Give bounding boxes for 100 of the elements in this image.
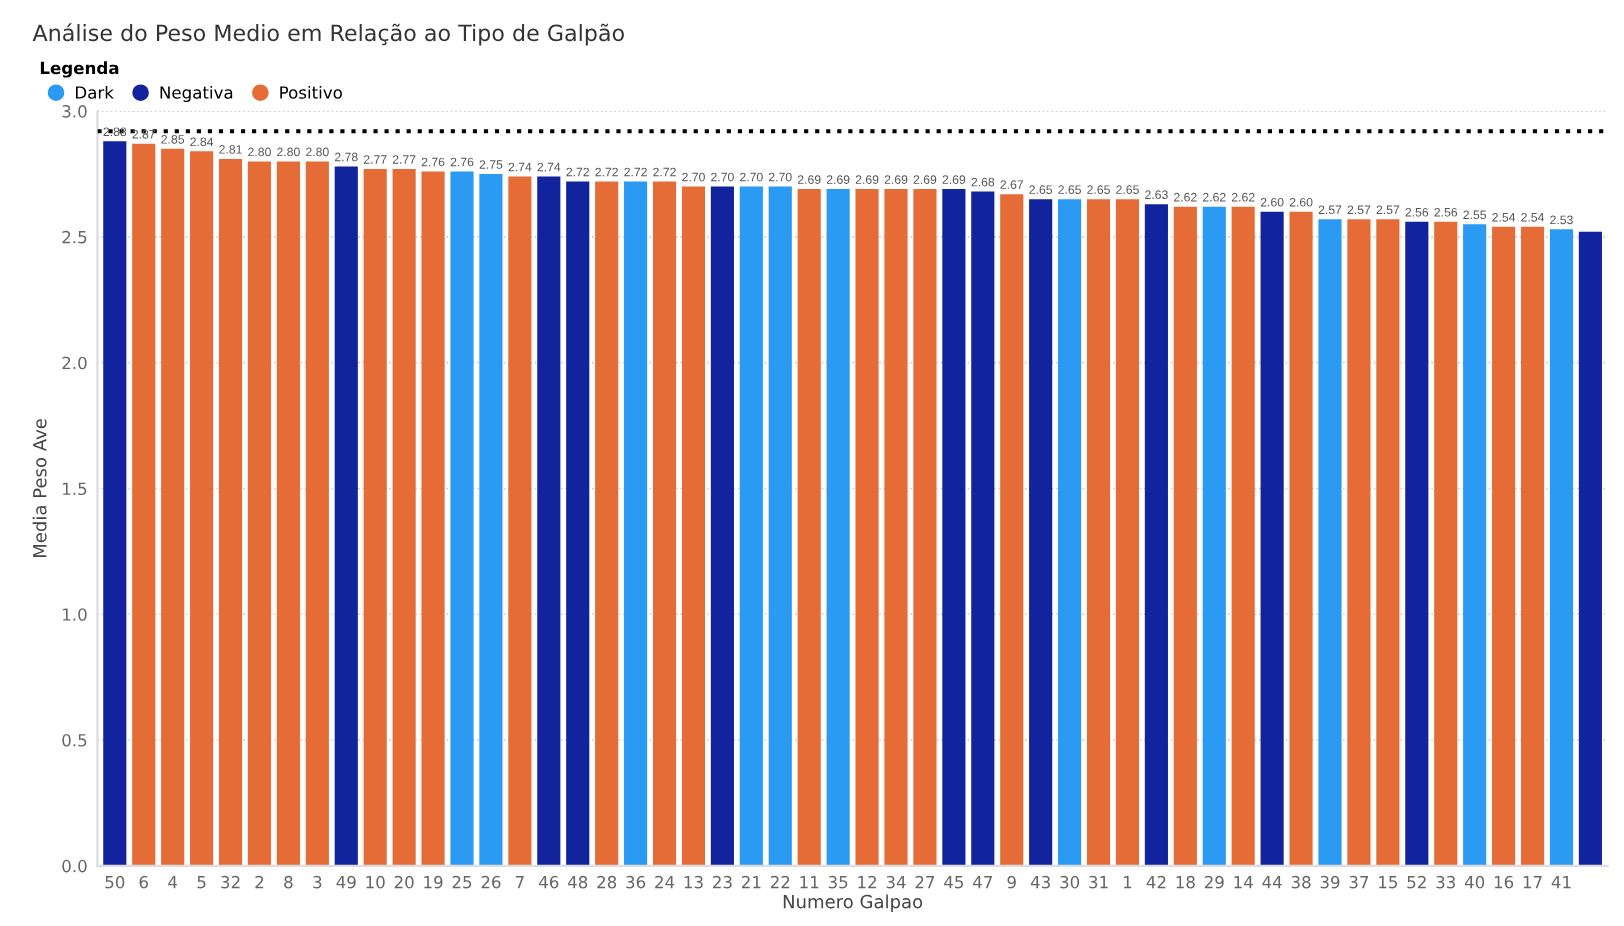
bar (884, 189, 908, 866)
bar (1376, 219, 1400, 866)
x-tick-label: 7 (515, 876, 524, 889)
y-tick-label: 1.5 (63, 482, 87, 496)
x-tick-label: 11 (800, 876, 819, 889)
bar (710, 186, 734, 866)
x-tick-label: 43 (1030, 875, 1050, 889)
x-tick-label: 12 (858, 875, 876, 889)
x-tick-label: 31 (1089, 875, 1108, 889)
bar (479, 174, 503, 866)
x-tick-label: 24 (655, 875, 675, 889)
x-tick-label: 26 (481, 875, 501, 889)
bar (132, 143, 156, 866)
bar (1289, 211, 1313, 866)
x-tick-label: 13 (684, 875, 703, 889)
x-tick-label: 19 (424, 875, 443, 889)
y-tick-label: 0.0 (62, 859, 87, 873)
bar (161, 148, 185, 866)
x-tick-label: 48 (567, 875, 588, 889)
bar (595, 181, 619, 866)
bar (739, 186, 763, 866)
chart-title: Análise do Peso Medio em Relação ao Tipo de Galpão (32, 23, 624, 46)
bar (103, 141, 127, 866)
x-tick-label: 8 (284, 875, 293, 889)
x-tick-label: 18 (1176, 875, 1195, 889)
bar (1463, 224, 1487, 866)
x-tick-label: 10 (366, 875, 385, 889)
bar (1086, 199, 1111, 866)
bar (508, 176, 532, 866)
x-tick-label: 35 (828, 875, 848, 889)
bar (247, 161, 272, 866)
x-tick-label: 14 (1234, 876, 1253, 889)
bar (1318, 219, 1342, 866)
bar (537, 176, 561, 866)
bar (566, 181, 590, 866)
x-tick-label: 44 (1262, 876, 1282, 889)
bar (1347, 219, 1371, 866)
y-tick-label: 0.5 (62, 733, 87, 747)
x-tick-label: 17 (1523, 876, 1542, 889)
x-tick-label: 42 (1146, 875, 1166, 889)
y-tick-label: 3.0 (62, 105, 87, 118)
x-tick-label: 22 (770, 875, 790, 889)
bar (1492, 226, 1516, 866)
x-tick-label: 36 (626, 875, 646, 889)
y-tick-label: 2.5 (62, 230, 87, 244)
x-tick-label: 29 (1204, 875, 1224, 889)
bar (768, 186, 792, 866)
bar (797, 189, 821, 866)
bar (1000, 194, 1024, 866)
x-tick-label: 28 (597, 875, 617, 889)
x-tick-label: 2 (255, 875, 264, 889)
x-tick-label: 27 (915, 875, 935, 889)
x-tick-label: 9 (1007, 875, 1016, 889)
bar (218, 158, 243, 866)
x-tick-label: 46 (539, 875, 559, 889)
bar (1434, 221, 1458, 866)
bar (1173, 206, 1197, 866)
bar (855, 189, 879, 866)
x-tick-label: 52 (1407, 875, 1426, 889)
y-tick-label: 2.0 (62, 356, 87, 370)
bar (276, 161, 300, 866)
x-tick-label: 41 (1551, 876, 1571, 889)
x-tick-label: 6 (139, 875, 148, 889)
x-tick-label: 16 (1494, 875, 1514, 889)
bar (971, 191, 995, 866)
bar (1549, 229, 1574, 866)
bar (1202, 206, 1226, 866)
x-tick-label: 32 (221, 875, 240, 889)
x-tick-label: 4 (168, 876, 178, 889)
bar (1520, 226, 1545, 866)
x-tick-label: 47 (973, 876, 992, 889)
bar (1405, 221, 1429, 866)
y-axis-title: Media Peso Ave (32, 419, 47, 557)
x-tick-label: 50 (105, 875, 125, 889)
x-tick-label: 37 (1349, 875, 1369, 889)
x-tick-label: 23 (713, 875, 732, 889)
x-tick-label: 30 (1060, 875, 1080, 889)
legend-label: Dark (76, 85, 114, 99)
x-tick-label: 49 (336, 875, 356, 889)
bar (652, 181, 677, 866)
x-tick-label: 20 (394, 875, 414, 889)
bar (1058, 199, 1082, 866)
bar (334, 166, 358, 866)
bar (913, 189, 937, 866)
legend-title: Legenda (40, 61, 119, 78)
bar (305, 161, 329, 866)
bar (1115, 199, 1140, 866)
bar (363, 168, 387, 866)
bar (392, 168, 416, 866)
bar (942, 189, 966, 866)
bar (624, 181, 648, 866)
bar (450, 171, 474, 866)
bar (190, 151, 214, 866)
x-tick-label: 39 (1320, 875, 1340, 889)
x-tick-label: 45 (944, 876, 964, 889)
x-tick-label: 40 (1464, 875, 1485, 889)
x-axis-title: Numero Galpao (783, 894, 923, 912)
bar (1231, 206, 1255, 866)
y-tick-label: 1.0 (63, 608, 87, 621)
bar (421, 171, 445, 866)
